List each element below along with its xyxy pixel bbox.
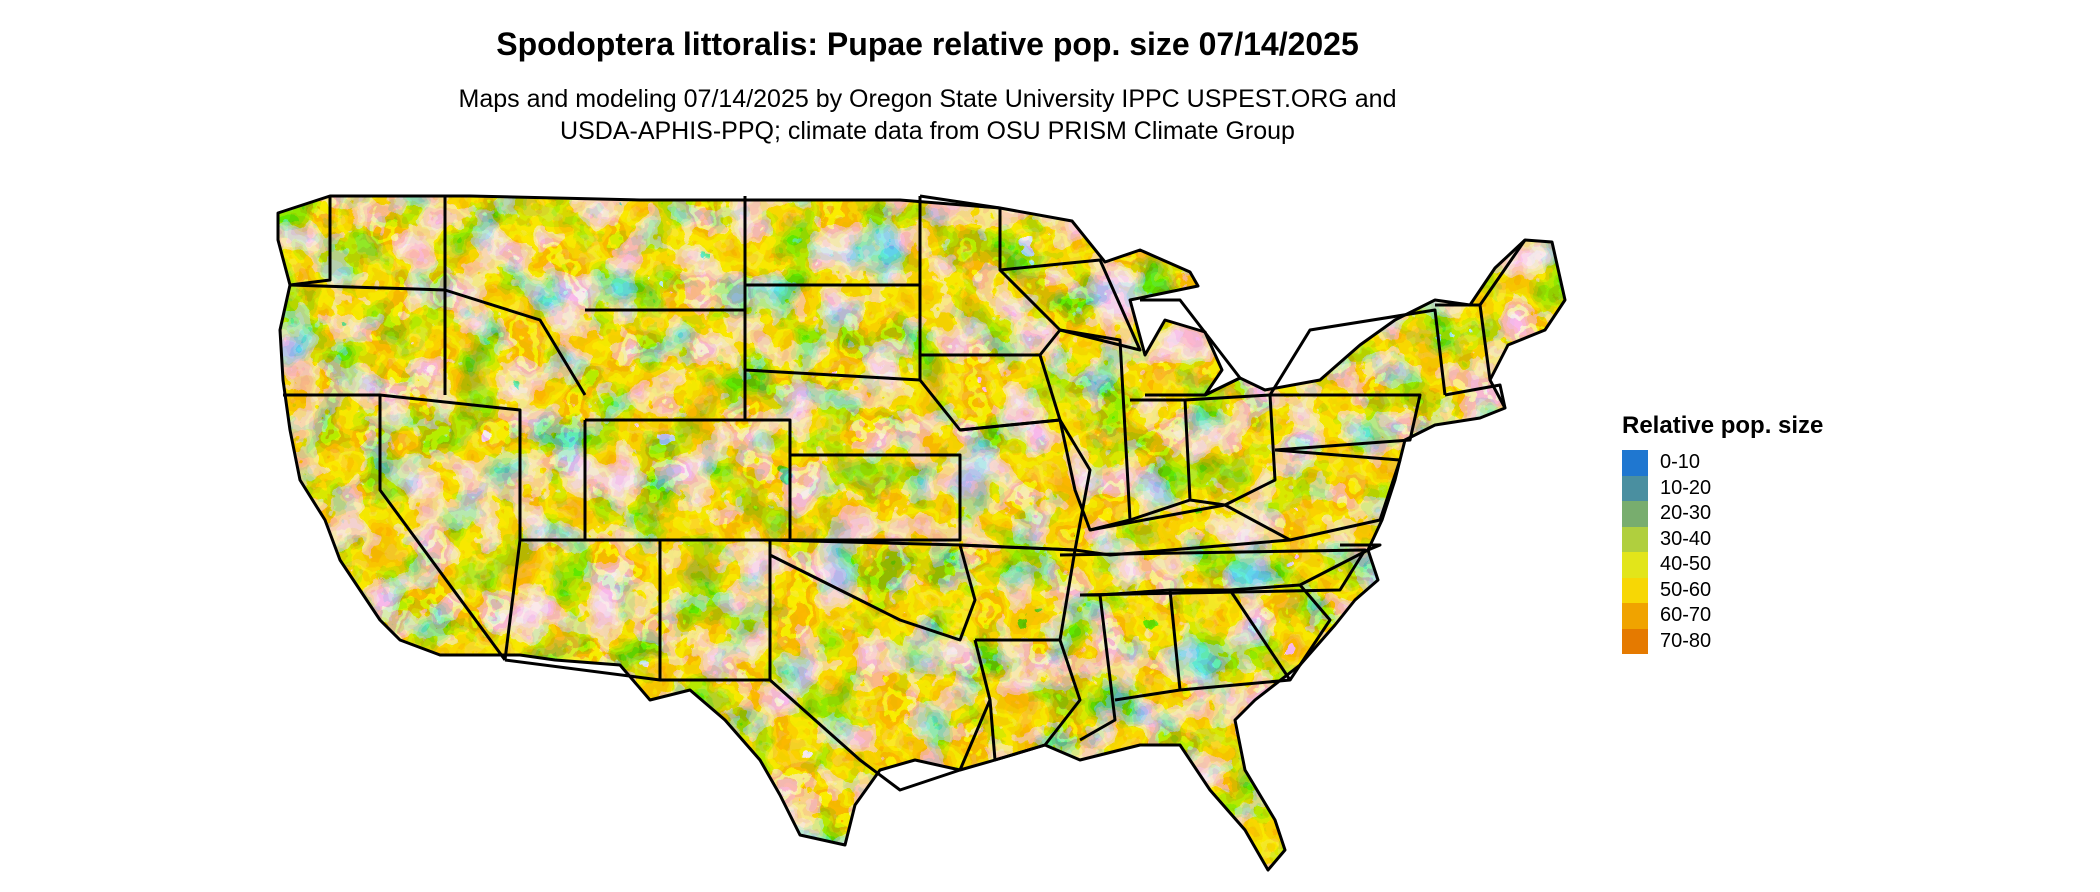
legend-item: 0-10 (1622, 450, 1823, 476)
legend-label: 20-30 (1660, 502, 1712, 525)
boundary-ms (1079, 593, 1117, 742)
legend-label: 70-80 (1660, 629, 1712, 652)
boundary-wa-or (289, 196, 332, 287)
boundary-oh (1184, 393, 1277, 507)
population-raster (278, 196, 1565, 870)
boundary-nv-ut (379, 393, 522, 661)
legend-label: 0-10 (1660, 451, 1701, 474)
boundary-sd (743, 285, 922, 382)
boundary-va (1274, 448, 1402, 542)
map-subtitle-line-1: Maps and modeling 07/14/2025 by Oregon S… (458, 85, 1397, 113)
legend-item: 50-60 (1622, 577, 1823, 603)
boundary-ca-nv (283, 393, 507, 661)
legend-label: 50-60 (1660, 578, 1712, 601)
legend-label: 30-40 (1660, 527, 1712, 550)
legend-title: Relative pop. size (1622, 412, 1824, 439)
boundary-ny (1268, 308, 1447, 396)
boundary-wi (999, 258, 1142, 352)
boundary-mi (1140, 298, 1242, 397)
legend-swatch (1622, 577, 1648, 603)
legend-item: 10-20 (1622, 475, 1823, 501)
map-subtitle-line-2: USDA-APHIS-PPQ; climate data from OSU PR… (560, 117, 1295, 145)
legend-swatch (1622, 628, 1648, 654)
legend-items: 0-10 10-20 20-30 30-40 40-50 50-60 60-70 70-80 (1622, 450, 1823, 654)
legend-swatch (1622, 475, 1648, 501)
legend: Relative pop. size 0-10 10-20 20-30 30-40 40… (1622, 412, 1823, 654)
legend-swatch (1622, 603, 1648, 629)
boundary-tn (1059, 548, 1367, 597)
boundary-id-mt (443, 196, 587, 396)
boundary-pa (1270, 393, 1422, 452)
boundary-sc (1229, 583, 1332, 681)
boundary-la (975, 638, 1082, 762)
legend-item: 60-70 (1622, 603, 1823, 629)
boundary-nc (1299, 543, 1382, 587)
legend-swatch (1622, 501, 1648, 527)
boundary-in (1129, 398, 1192, 522)
legend-item: 70-80 (1622, 628, 1823, 654)
legend-label: 10-20 (1660, 476, 1712, 499)
state-boundaries (276, 194, 1567, 872)
legend-swatch (1622, 450, 1648, 476)
boundary-ga (1170, 588, 1292, 692)
boundary-az (504, 538, 662, 682)
boundary-ct-ri-ma (1444, 383, 1507, 409)
legend-item: 20-30 (1622, 501, 1823, 527)
legend-swatch (1622, 526, 1648, 552)
boundary-ks (790, 453, 962, 542)
legend-label: 60-70 (1660, 604, 1712, 627)
boundary-me (1478, 239, 1527, 306)
map-title: Spodoptera littoralis: Pupae relative po… (496, 26, 1359, 62)
legend-swatch (1622, 552, 1648, 578)
legend-item: 40-50 (1622, 552, 1823, 578)
legend-label: 40-50 (1660, 553, 1712, 576)
legend-item: 30-40 (1622, 526, 1823, 552)
boundary-nd (743, 196, 922, 287)
boundary-al (1099, 588, 1182, 702)
